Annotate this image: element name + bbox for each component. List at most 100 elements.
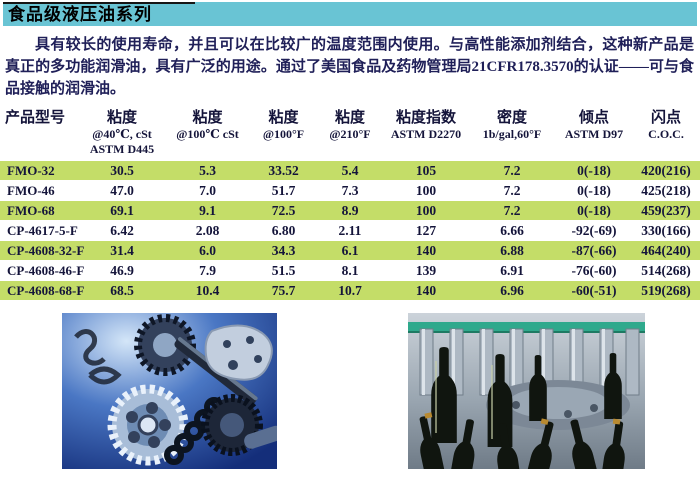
- cell-value: 6.42: [80, 220, 164, 241]
- metal-plate: [204, 324, 273, 381]
- cell-value: 0(-18): [556, 161, 632, 181]
- column-sublabel: ASTM D97: [564, 127, 624, 141]
- cell-value: 100: [384, 200, 468, 221]
- table-row-FMO-46: FMO-46 47.0 7.0 51.7 7.3 100 7.2 0(-18) 425(218): [0, 180, 700, 201]
- bottles: [419, 347, 625, 469]
- cell-value: 519(268): [632, 280, 700, 301]
- column-label: 粘度: [268, 110, 299, 126]
- column-sublabel: @100℃ cSt: [176, 127, 239, 141]
- cell-value: 330(166): [632, 220, 700, 241]
- column-header-7: 倾点 ASTM D97: [556, 109, 632, 161]
- cell-value: 68.5: [80, 280, 164, 301]
- column-label: 粘度: [106, 110, 137, 126]
- cell-value: 6.66: [468, 220, 556, 241]
- section-title-bar: 食品级液压油系列: [3, 2, 697, 26]
- cell-value: 100: [384, 180, 468, 201]
- column-label: 密度: [496, 110, 527, 126]
- cell-value: 34.3: [251, 240, 316, 261]
- cell-value: 0(-18): [556, 180, 632, 201]
- cell-value: 2.11: [316, 220, 384, 241]
- photo-strip: [0, 313, 700, 469]
- worm-gear: [134, 314, 196, 376]
- cell-value: 30.5: [80, 161, 164, 181]
- shaft-piece: [244, 425, 277, 449]
- cell-value: 6.0: [164, 240, 251, 261]
- cell-value: -87(-66): [556, 240, 632, 261]
- column-header-8: 闪点 C.O.C.: [632, 109, 700, 161]
- column-sublabel: 1b/gal,60°F: [482, 127, 542, 141]
- conveyor-beam: [408, 322, 645, 331]
- cell-value: 514(268): [632, 260, 700, 281]
- column-label: 粘度指数: [395, 110, 456, 126]
- column-header-0: 产品型号: [0, 109, 80, 161]
- column-header-3: 粘度 @100°F: [251, 109, 316, 161]
- bottle-highlights: [435, 361, 493, 439]
- cell-value: 7.3: [316, 180, 384, 201]
- cell-value: 5.3: [164, 161, 251, 181]
- cell-value: 7.2: [468, 200, 556, 221]
- column-highlights: [422, 329, 605, 395]
- cell-value: 75.7: [251, 280, 316, 301]
- cell-product-model: FMO-46: [0, 180, 80, 201]
- cell-value: 139: [384, 260, 468, 281]
- cell-product-model: CP-4608-32-F: [0, 240, 84, 261]
- cell-value: 7.2: [468, 161, 556, 181]
- table-row-FMO-68: FMO-68 69.1 9.1 72.5 8.9 100 7.2 0(-18) 459(237): [0, 200, 700, 221]
- column-label: 倾点: [578, 110, 609, 126]
- cell-value: 459(237): [632, 200, 700, 221]
- intro-paragraph: 具有较长的使用寿命，并且可以在比较广的温度范围内使用。与高性能添加剂结合，这种新…: [5, 37, 694, 97]
- column-header-6: 密度 1b/gal,60°F: [468, 109, 556, 161]
- cell-value: 6.1: [316, 240, 384, 261]
- cell-value: 33.52: [251, 161, 316, 181]
- cell-product-model: CP-4617-5-F: [0, 220, 80, 241]
- column-header-4: 粘度 @210°F: [316, 109, 384, 161]
- large-gear: [107, 384, 189, 466]
- cell-value: 69.1: [80, 200, 164, 221]
- table-row-CP-4608-32-F: CP-4608-32-F 31.4 6.0 34.3 6.1 140 6.88 -87(-66…: [0, 240, 700, 261]
- cell-value: 0(-18): [556, 200, 632, 221]
- cell-value: 9.1: [164, 200, 251, 221]
- cell-value: 2.08: [164, 220, 251, 241]
- cell-value: 6.96: [468, 280, 556, 301]
- cell-value: 8.1: [316, 260, 384, 281]
- column-label: 粘度: [334, 110, 365, 126]
- cell-value: 10.4: [164, 280, 251, 301]
- cell-value: 140: [384, 280, 468, 301]
- spec-table: 产品型号 粘度 @40℃, cSt ASTM D445 粘度 @100℃ cSt 粘度 @10…: [0, 109, 700, 301]
- cell-value: 10.7: [316, 280, 384, 301]
- cell-value: 425(218): [632, 180, 700, 201]
- cell-value: 72.5: [251, 200, 316, 221]
- cell-value: 47.0: [80, 180, 164, 201]
- cell-product-model: FMO-68: [0, 200, 80, 221]
- cell-value: -60(-51): [556, 280, 632, 301]
- table-row-FMO-32: FMO-32 30.5 5.3 33.52 5.4 105 7.2 0(-18) 420(216…: [0, 161, 700, 181]
- column-header-1: 粘度 @40℃, cSt ASTM D445: [80, 109, 164, 161]
- bottle-caps: [424, 412, 621, 425]
- cell-value: 8.9: [316, 200, 384, 221]
- page-title: 食品级液压油系列: [8, 5, 152, 24]
- cell-product-model: FMO-32: [0, 161, 80, 181]
- column-header-5: 粘度指数 ASTM D2270: [384, 109, 468, 161]
- spring-shapes: [74, 329, 122, 385]
- cell-value: 51.5: [251, 260, 316, 281]
- cell-value: 127: [384, 220, 468, 241]
- column-sublabel: @100°F: [262, 127, 305, 141]
- table-row-CP-4608-68-F: CP-4608-68-F 68.5 10.4 75.7 10.7 140 6.96 -60(-…: [0, 280, 700, 301]
- column-sublabel: @40℃, cSt: [92, 127, 152, 141]
- cell-value: 105: [384, 161, 468, 181]
- cell-value: 6.91: [468, 260, 556, 281]
- cell-value: -76(-60): [556, 260, 632, 281]
- column-label: 闪点: [650, 110, 681, 126]
- cell-value: 46.9: [80, 260, 164, 281]
- cell-value: 7.9: [164, 260, 251, 281]
- table-row-CP-4608-46-F: CP-4608-46-F 46.9 7.9 51.5 8.1 139 6.91 -76(-60…: [0, 260, 700, 281]
- column-sublabel: ASTM D2270: [390, 127, 462, 141]
- cell-product-model: CP-4608-46-F: [0, 260, 84, 281]
- cell-value: -92(-69): [556, 220, 632, 241]
- table-header-row: 产品型号 粘度 @40℃, cSt ASTM D445 粘度 @100℃ cSt 粘度 @10…: [0, 109, 700, 161]
- column-sublabel: @210°F: [329, 127, 371, 141]
- cell-value: 6.88: [468, 240, 556, 261]
- cell-value: 464(240): [632, 240, 700, 261]
- cell-value: 51.7: [251, 180, 316, 201]
